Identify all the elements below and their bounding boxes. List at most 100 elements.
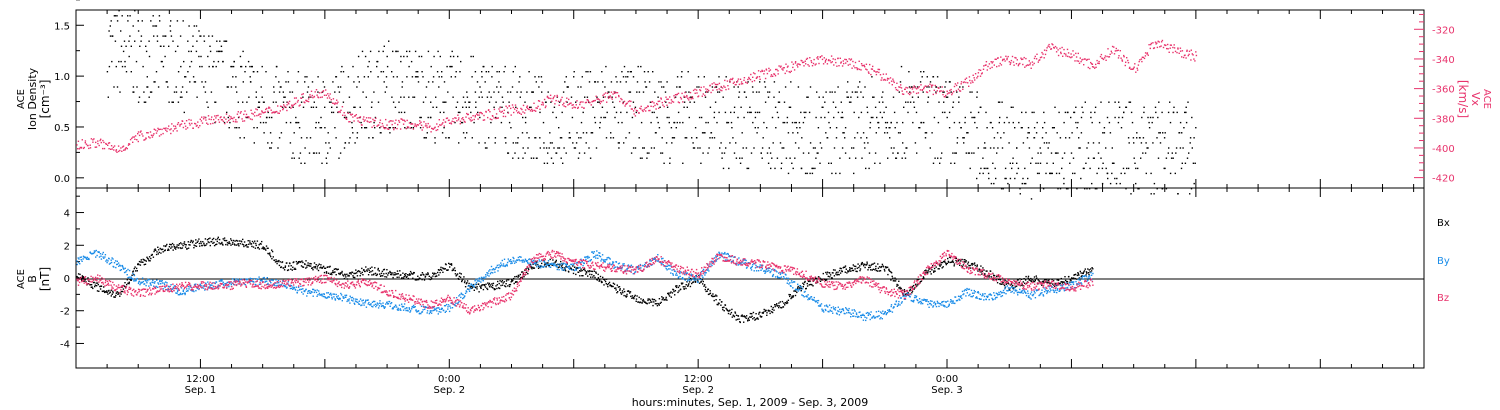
vx-point <box>676 93 678 95</box>
bx-point <box>472 283 475 286</box>
bx-point <box>932 265 934 267</box>
bx-point <box>882 265 884 267</box>
vx-point <box>726 80 729 82</box>
bx-point <box>496 284 498 286</box>
ion-density-point <box>752 121 754 124</box>
vx-point <box>991 62 993 64</box>
bx-point <box>131 274 133 276</box>
bx-point <box>191 241 194 244</box>
ion-density-point <box>622 76 625 78</box>
bx-point <box>638 296 640 299</box>
vx-point <box>748 76 750 79</box>
vx-point <box>291 104 293 106</box>
ion-density-point <box>471 76 473 78</box>
bx-point <box>619 289 621 291</box>
bx-point <box>181 243 183 245</box>
ion-density-point <box>517 157 520 159</box>
ion-density-point <box>253 142 255 144</box>
by-point <box>78 258 80 260</box>
vx-point <box>1123 56 1125 58</box>
ion-density-point <box>1187 101 1189 103</box>
ion-density-point <box>758 111 761 114</box>
bx-point <box>278 264 281 267</box>
bx-point <box>203 242 205 245</box>
ion-density-point <box>532 91 534 93</box>
bx-point <box>249 240 251 242</box>
bx-point <box>577 271 580 273</box>
ion-density-point <box>304 162 306 164</box>
ion-density-point <box>971 152 973 154</box>
bx-point <box>455 275 457 277</box>
vx-point <box>565 100 567 103</box>
vx-point <box>448 122 451 124</box>
ion-density-point <box>588 147 590 149</box>
ion-density-point <box>770 167 772 170</box>
bx-point <box>162 251 164 253</box>
ion-density-point <box>623 65 626 68</box>
bx-point <box>99 285 101 288</box>
bx-point <box>617 291 619 293</box>
vx-point <box>94 146 96 148</box>
vx-point <box>1028 60 1030 62</box>
ion-density-point <box>956 137 959 139</box>
ion-density-point <box>124 65 126 68</box>
vx-point <box>443 125 445 127</box>
vx-point <box>790 70 792 72</box>
ion-density-point <box>216 50 218 53</box>
vx-point <box>935 92 937 95</box>
ion-density-point <box>831 172 833 175</box>
vx-point <box>618 95 620 98</box>
vx-point <box>298 105 300 107</box>
ion-density-point <box>720 142 722 144</box>
ion-density-point <box>1109 132 1112 134</box>
vx-point <box>1075 52 1077 55</box>
bx-point <box>885 266 887 268</box>
vx-point <box>791 61 793 63</box>
ion-density-point <box>1184 162 1187 164</box>
bx-point <box>568 271 570 273</box>
ion-density-point <box>1019 188 1021 190</box>
bx-point <box>890 271 892 273</box>
bx-point <box>974 264 976 267</box>
ion-density-point <box>181 96 183 98</box>
ion-density-point <box>434 137 436 139</box>
vx-point <box>1073 54 1075 56</box>
bx-point <box>829 272 831 274</box>
ion-density-point <box>1185 106 1187 108</box>
bx-point <box>443 268 445 270</box>
bx-point <box>783 302 785 304</box>
bx-point <box>320 266 322 268</box>
bx-point <box>488 282 491 285</box>
ion-density-point <box>1156 137 1158 139</box>
ion-density-point <box>147 86 149 88</box>
ion-density-point <box>455 71 457 73</box>
bx-point <box>1056 284 1058 287</box>
ion-density-point <box>185 76 187 78</box>
vx-point <box>978 69 980 71</box>
ion-density-point <box>1118 106 1121 108</box>
vx-point <box>867 71 870 73</box>
ion-density-point <box>666 116 668 119</box>
vx-point <box>594 99 596 102</box>
bx-point <box>275 260 278 263</box>
ion-density-point <box>532 157 535 159</box>
vx-point <box>502 115 505 118</box>
vx-point <box>411 123 413 125</box>
ion-density-point <box>679 86 681 88</box>
ion-density-point <box>1141 116 1143 119</box>
by-point <box>77 257 79 259</box>
bx-point <box>715 294 717 296</box>
bx-point <box>719 299 721 301</box>
vx-point <box>799 64 801 66</box>
vx-point <box>936 90 938 92</box>
vx-point <box>184 122 186 125</box>
vx-point <box>423 121 425 123</box>
vx-point <box>137 140 139 143</box>
ion-density-point <box>737 86 739 88</box>
ion-density-point <box>1022 177 1024 180</box>
bx-point <box>749 316 751 318</box>
bx-point <box>814 277 816 279</box>
vx-point <box>1098 60 1100 63</box>
vx-point <box>328 95 330 97</box>
